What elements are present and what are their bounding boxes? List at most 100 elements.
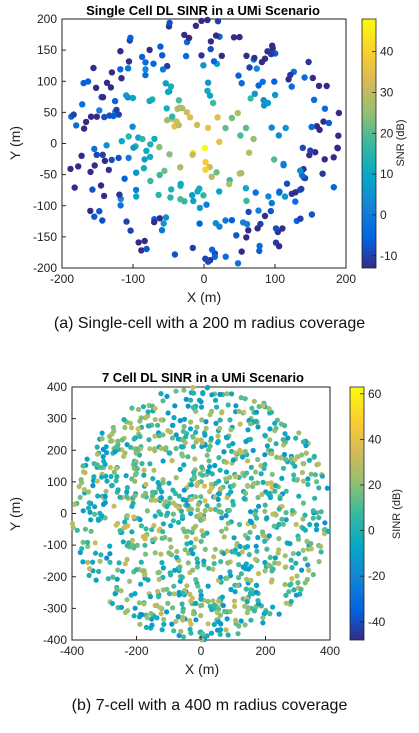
scatter-point xyxy=(206,458,212,464)
scatter-point xyxy=(152,448,158,454)
scatter-point xyxy=(188,482,194,488)
scatter-point xyxy=(171,628,177,634)
scatter-point xyxy=(113,478,119,484)
scatter-point xyxy=(196,220,203,227)
colorbar-tick-label: 20 xyxy=(380,126,394,140)
scatter-point xyxy=(313,522,320,528)
scatter-point xyxy=(289,576,295,582)
scatter-point xyxy=(175,614,181,620)
scatter-point xyxy=(294,573,300,579)
scatter-point xyxy=(230,34,238,41)
scatter-point xyxy=(260,479,266,485)
scatter-point xyxy=(78,152,85,159)
scatter-point xyxy=(308,471,314,477)
y-tick-label: 150 xyxy=(37,43,57,57)
scatter-point xyxy=(266,406,272,412)
scatter-point xyxy=(180,617,186,623)
scatter-point xyxy=(232,617,239,623)
scatter-point xyxy=(286,589,292,595)
scatter-point xyxy=(132,186,140,194)
scatter-point xyxy=(276,560,282,567)
scatter-point xyxy=(249,405,255,411)
scatter-point xyxy=(208,485,215,491)
scatter-point xyxy=(272,420,278,426)
scatter-point xyxy=(238,571,244,577)
scatter-point xyxy=(308,540,314,547)
scatter-point xyxy=(181,462,187,468)
scatter-point xyxy=(255,424,261,430)
scatter-point xyxy=(155,422,161,428)
scatter-point xyxy=(92,540,98,546)
scatter-point xyxy=(237,421,243,427)
scatter-point xyxy=(218,559,224,565)
scatter-point xyxy=(166,151,173,158)
scatter-point xyxy=(86,489,92,495)
scatter-point xyxy=(121,175,128,182)
scatter-point xyxy=(270,604,276,610)
scatter-point xyxy=(92,504,98,510)
scatter-point xyxy=(247,590,253,597)
scatter-point xyxy=(315,82,323,90)
scatter-point xyxy=(264,546,270,552)
scatter-point xyxy=(127,34,134,41)
scatter-point xyxy=(228,217,236,224)
scatter-point xyxy=(82,469,88,476)
scatter-point xyxy=(239,549,245,555)
scatter-point xyxy=(144,615,150,621)
scatter-point xyxy=(188,419,194,425)
scatter-point xyxy=(209,392,215,398)
scatter-point xyxy=(80,539,86,545)
scatter-point xyxy=(233,232,240,239)
scatter-point xyxy=(155,588,161,595)
scatter-point xyxy=(164,393,170,399)
scatter-point xyxy=(77,549,83,556)
scatter-point xyxy=(109,600,115,607)
scatter-point xyxy=(199,637,205,643)
scatter-point xyxy=(205,468,211,474)
scatter-point xyxy=(110,574,116,580)
scatter-point xyxy=(216,598,222,604)
scatter-point xyxy=(190,197,197,205)
caption-b: (b) 7-cell with a 400 m radius coverage xyxy=(71,697,348,714)
scatter-point xyxy=(234,109,241,117)
y-tick-label: -100 xyxy=(33,199,57,213)
scatter-point xyxy=(280,465,287,471)
scatter-point xyxy=(130,500,136,506)
scatter-point xyxy=(283,600,289,606)
scatter-point xyxy=(188,630,194,636)
scatter-point xyxy=(253,589,259,595)
x-tick-label: 100 xyxy=(265,272,285,286)
scatter-point xyxy=(293,592,299,598)
scatter-point xyxy=(156,594,162,600)
scatter-point xyxy=(214,404,220,410)
scatter-point xyxy=(178,628,184,635)
scatter-point xyxy=(200,62,207,69)
scatter-point xyxy=(189,244,196,252)
scatter-point xyxy=(204,258,212,265)
scatter-point xyxy=(245,227,252,234)
scatter-point xyxy=(178,508,184,514)
scatter-point xyxy=(325,528,331,535)
scatter-point xyxy=(207,506,214,513)
scatter-point xyxy=(138,523,144,529)
scatter-point xyxy=(310,572,316,578)
scatter-point xyxy=(188,547,194,553)
scatter-point xyxy=(129,529,135,535)
scatter-point xyxy=(99,217,106,224)
scatter-point xyxy=(208,630,215,636)
scatter-point xyxy=(305,476,311,482)
scatter-point xyxy=(111,97,119,105)
scatter-point xyxy=(231,598,238,604)
scatter-point xyxy=(306,567,312,574)
scatter-point xyxy=(129,94,137,102)
scatter-point xyxy=(180,634,187,640)
scatter-point xyxy=(186,114,194,121)
scatter-point xyxy=(107,559,113,565)
scatter-point xyxy=(299,452,305,458)
scatter-point xyxy=(185,454,191,460)
scatter-point xyxy=(258,58,266,66)
scatter-point xyxy=(147,461,153,467)
scatter-point xyxy=(128,444,134,450)
scatter-point xyxy=(261,212,269,220)
scatter-point xyxy=(191,390,197,396)
